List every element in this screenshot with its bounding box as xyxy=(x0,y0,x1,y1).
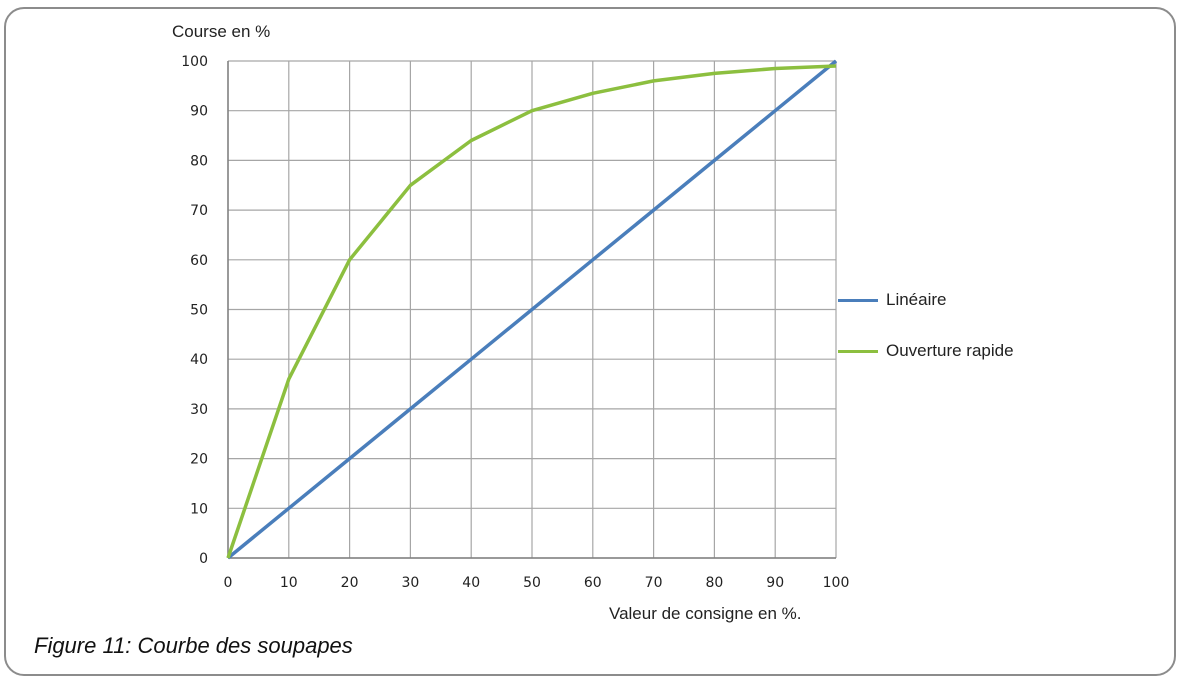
x-axis-label: Valeur de consigne en %. xyxy=(609,604,802,623)
x-tick-label: 90 xyxy=(766,575,784,591)
x-tick-label: 0 xyxy=(224,575,233,591)
y-tick-label: 10 xyxy=(190,501,208,517)
y-tick-label: 20 xyxy=(190,452,208,468)
legend-swatch-ouverture-rapide xyxy=(838,349,878,353)
x-tick-label: 50 xyxy=(523,575,541,591)
y-tick-label: 0 xyxy=(199,551,208,567)
y-tick-label: 30 xyxy=(190,402,208,418)
x-tick-label: 100 xyxy=(823,575,850,591)
x-tick-label: 40 xyxy=(462,575,480,591)
tick-labels: 0 10 20 30 40 50 60 70 80 90 100 0 10 20 30 40 50 60 70 80 9… xyxy=(181,54,849,591)
series-line-0 xyxy=(226,59,838,560)
y-tick-label: 80 xyxy=(190,153,208,169)
legend-item-lineaire: Linéaire xyxy=(838,288,947,312)
y-tick-label: 60 xyxy=(190,253,208,269)
x-tick-label: 30 xyxy=(401,575,419,591)
x-tick-label: 10 xyxy=(280,575,298,591)
legend-label-lineaire: Linéaire xyxy=(886,290,947,309)
series-lines xyxy=(226,59,838,560)
axes xyxy=(227,61,836,559)
y-tick-label: 40 xyxy=(190,352,208,368)
x-tick-label: 80 xyxy=(705,575,723,591)
figure-caption: Figure 11: Courbe des soupapes xyxy=(34,633,353,658)
legend-swatch-lineaire xyxy=(838,298,878,302)
x-tick-label: 20 xyxy=(341,575,359,591)
y-axis-label: Course en % xyxy=(172,22,271,41)
y-tick-label: 90 xyxy=(190,104,208,120)
legend-item-ouverture-rapide: Ouverture rapide xyxy=(838,339,1014,363)
x-tick-label: 60 xyxy=(584,575,602,591)
x-tick-label: 70 xyxy=(645,575,663,591)
series-line-1 xyxy=(226,64,837,559)
y-tick-label: 50 xyxy=(190,303,208,319)
y-tick-label: 100 xyxy=(181,54,208,70)
y-tick-label: 70 xyxy=(190,203,208,219)
legend-label-ouverture-rapide: Ouverture rapide xyxy=(886,341,1014,360)
